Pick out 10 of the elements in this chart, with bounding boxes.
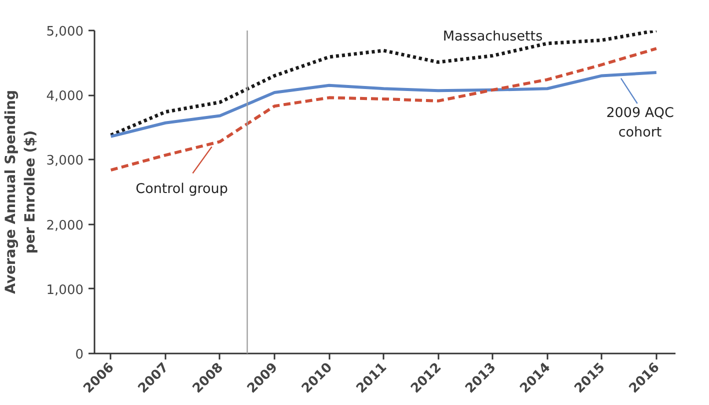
legend-label: 2009 AQC cohort (606, 105, 674, 140)
y-axis-title: Average Annual Spending per Enrollee ($) (3, 90, 38, 294)
y-tick-label: 1,000 (46, 282, 84, 298)
y-tick-label: 0 (75, 348, 84, 362)
y-tick-label: 5,000 (46, 24, 84, 40)
series-label: Massachusetts (442, 28, 543, 45)
y-tick-label: 4,000 (46, 89, 84, 104)
y-tick-label: 3,000 (46, 154, 84, 169)
y-tick-label: 2,000 (46, 218, 84, 234)
legend-label: Control group (136, 181, 228, 198)
